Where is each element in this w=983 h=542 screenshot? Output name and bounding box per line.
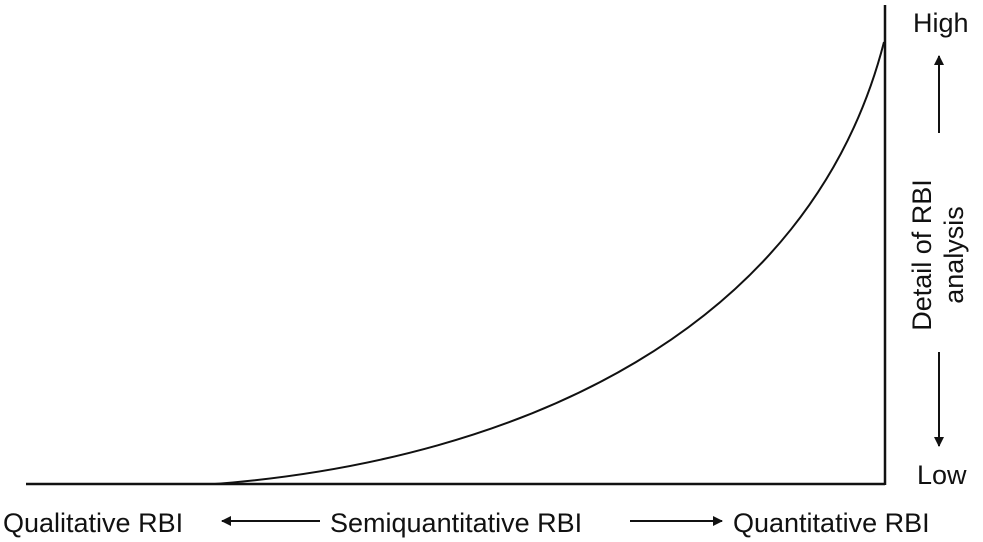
y-axis-title-line1: Detail of RBI <box>907 179 937 331</box>
low-label: Low <box>917 460 967 490</box>
high-label: High <box>913 8 969 38</box>
detail-curve <box>214 41 885 485</box>
y-axis-title: Detail of RBI analysis <box>906 145 970 365</box>
semiquantitative-label: Semiquantitative RBI <box>330 508 583 538</box>
quantitative-label: Quantitative RBI <box>733 508 930 538</box>
y-axis-title-line2: analysis <box>939 206 969 304</box>
qualitative-label: Qualitative RBI <box>3 508 184 538</box>
